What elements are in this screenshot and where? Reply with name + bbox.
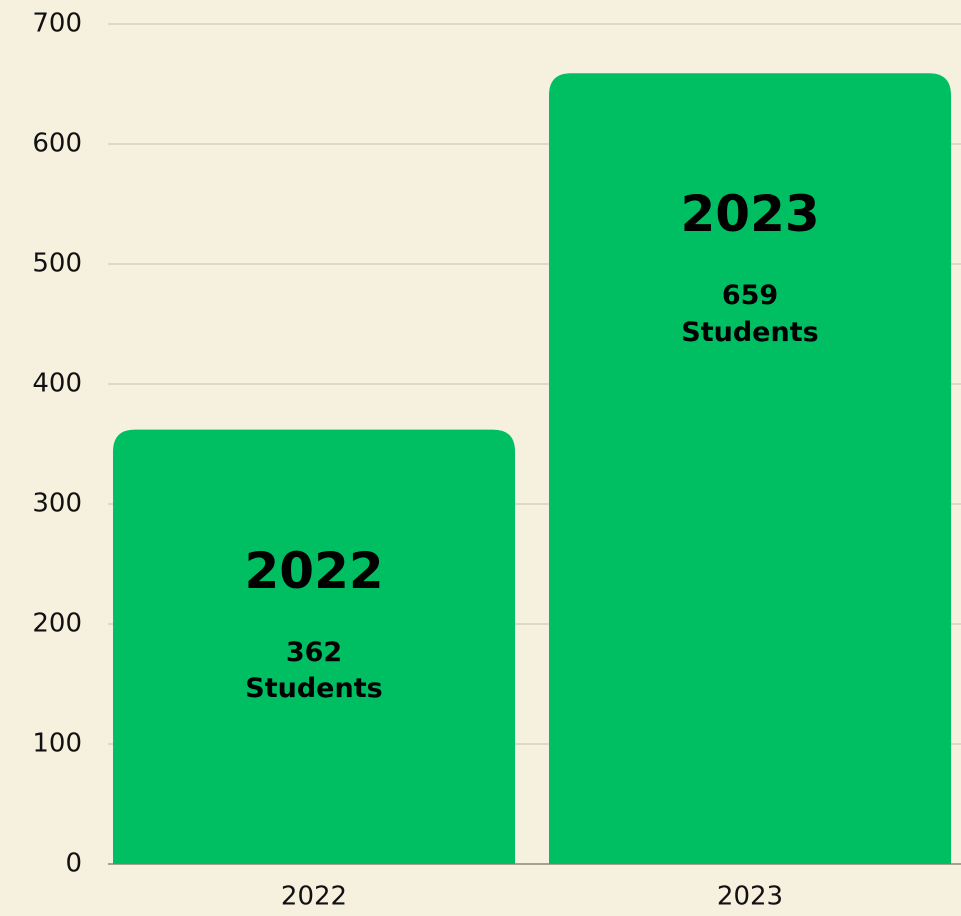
x-tick-label: 2022 — [281, 882, 347, 912]
x-tick-label: 2023 — [717, 882, 783, 912]
bar — [549, 73, 951, 864]
y-tick-label: 600 — [32, 129, 82, 159]
y-tick-label: 300 — [32, 489, 82, 519]
value-label: 362 Students — [245, 636, 383, 705]
y-tick-label: 0 — [65, 849, 82, 879]
value-label: 659 Students — [681, 280, 819, 348]
bar — [113, 429, 515, 864]
y-tick-label: 500 — [32, 249, 82, 279]
bar-title: 2022 — [244, 541, 384, 600]
y-tick-label: 700 — [32, 9, 82, 39]
y-tick-label: 100 — [32, 729, 82, 759]
y-tick-label: 200 — [32, 609, 82, 639]
y-tick-label: 400 — [32, 369, 82, 399]
bar-title: 2023 — [680, 185, 820, 244]
